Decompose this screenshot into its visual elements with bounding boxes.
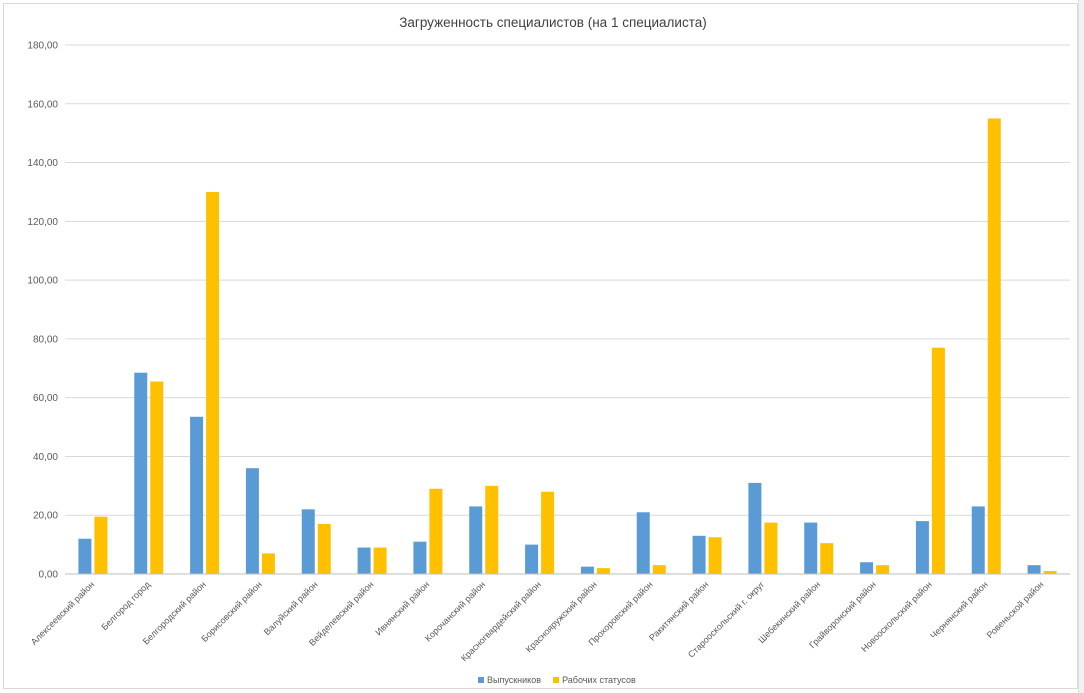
- bar-rabochih-statusov: [987, 118, 1001, 574]
- bar-vypusknikov: [636, 512, 650, 574]
- bar-rabochih-statusov: [150, 381, 164, 574]
- x-tick-label: Прохоровский район: [586, 579, 654, 647]
- bar-vypusknikov: [413, 541, 427, 574]
- bar-vypusknikov: [971, 506, 985, 574]
- bar-vypusknikov: [1027, 565, 1041, 574]
- bar-rabochih-statusov: [596, 568, 610, 574]
- legend-label: Выпускников: [487, 675, 541, 685]
- bar-rabochih-statusov: [429, 488, 443, 574]
- bar-rabochih-statusov: [373, 547, 387, 574]
- y-tick-label: 180,00: [27, 41, 58, 52]
- bar-rabochih-statusov: [931, 347, 945, 574]
- bar-vypusknikov: [915, 521, 929, 574]
- bar-vypusknikov: [692, 535, 706, 574]
- x-tick-label: Вейделевский район: [307, 579, 376, 648]
- x-tick-label: Корочанский район: [423, 579, 487, 643]
- bar-vypusknikov: [357, 547, 371, 574]
- legend-swatch: [478, 677, 484, 683]
- bar-vypusknikov: [580, 566, 594, 574]
- bar-vypusknikov: [748, 482, 762, 574]
- x-tick-label: Валуйский район: [262, 579, 320, 637]
- bar-vypusknikov: [190, 416, 204, 574]
- y-tick-label: 60,00: [33, 393, 58, 404]
- y-tick-label: 160,00: [27, 99, 58, 110]
- x-tick-label: Ракитянский район: [647, 579, 710, 642]
- bar-rabochih-statusov: [485, 485, 499, 574]
- x-tick-label: Алексеевский район: [29, 579, 97, 647]
- bar-rabochih-statusov: [94, 516, 108, 574]
- bar-vypusknikov: [469, 506, 483, 574]
- bars: [78, 118, 1057, 574]
- bar-rabochih-statusov: [652, 565, 666, 574]
- x-tick-label: Борисовский район: [199, 579, 264, 644]
- legend: Выпускников Рабочих статусов: [478, 675, 636, 685]
- x-tick-label: Чернянский район: [928, 579, 989, 640]
- bar-rabochih-statusov: [876, 565, 890, 574]
- x-axis-labels: Алексеевский район Белгород городБелгород…: [29, 579, 1046, 664]
- x-tick-label: Белгород город: [99, 579, 152, 632]
- x-tick-label: Белгородский район: [141, 579, 208, 646]
- x-tick-label: Ивнянский район: [373, 579, 431, 637]
- bar-vypusknikov: [134, 372, 148, 574]
- chart-title: Загруженность специалистов (на 1 специал…: [399, 15, 707, 30]
- bar-vypusknikov: [525, 544, 539, 574]
- bar-rabochih-statusov: [317, 524, 331, 574]
- bar-rabochih-statusov: [708, 537, 722, 574]
- y-tick-label: 140,00: [27, 158, 58, 169]
- bar-vypusknikov: [301, 509, 315, 574]
- bar-vypusknikov: [804, 522, 818, 574]
- x-tick-label: Шебекинский район: [756, 579, 822, 645]
- scrollbar-strip[interactable]: [1078, 0, 1084, 693]
- y-tick-label: 80,00: [33, 334, 58, 345]
- legend-swatch: [553, 677, 560, 683]
- bar-rabochih-statusov: [206, 191, 220, 574]
- bar-vypusknikov: [78, 538, 92, 574]
- bar-vypusknikov: [860, 562, 874, 574]
- x-tick-label: Ровеньской район: [985, 579, 1046, 640]
- bar-rabochih-statusov: [820, 543, 834, 574]
- y-tick-label: 40,00: [33, 452, 58, 463]
- y-tick-label: 20,00: [33, 511, 58, 522]
- chart-area: [3, 3, 1078, 689]
- bar-vypusknikov: [245, 468, 259, 574]
- bar-rabochih-statusov: [1043, 571, 1057, 574]
- y-tick-label: 120,00: [27, 217, 58, 228]
- bar-rabochih-statusov: [261, 553, 275, 574]
- y-axis-ticks: 0,00 20,00 40,00 60,00 80,00 100,00 120,00 140,…: [27, 41, 58, 581]
- y-tick-label: 0,00: [39, 570, 59, 581]
- bar-rabochih-statusov: [764, 522, 778, 574]
- y-tick-label: 100,00: [27, 276, 58, 287]
- legend-label: Рабочих статусов: [562, 675, 636, 685]
- bar-rabochih-statusov: [541, 491, 555, 574]
